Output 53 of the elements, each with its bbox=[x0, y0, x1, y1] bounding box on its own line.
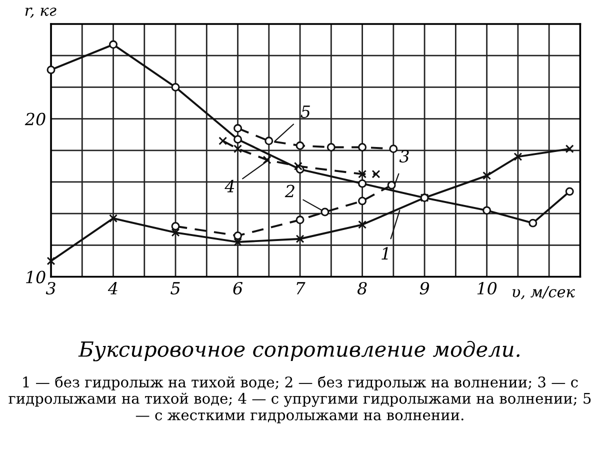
point bbox=[565, 187, 574, 196]
point bbox=[171, 82, 180, 92]
x-tick-label: 8 bbox=[357, 282, 367, 295]
point bbox=[358, 220, 367, 229]
x-tick-label: 7 bbox=[296, 282, 306, 294]
point bbox=[234, 124, 242, 133]
x-tick-label: 10 bbox=[477, 282, 497, 295]
point bbox=[294, 162, 302, 170]
y-tick-label: 20 bbox=[24, 112, 46, 126]
point bbox=[171, 228, 180, 237]
point bbox=[482, 171, 492, 180]
point bbox=[296, 216, 304, 224]
point bbox=[234, 231, 242, 240]
x-tick-label: 5 bbox=[170, 282, 180, 295]
point bbox=[46, 66, 56, 74]
point bbox=[234, 238, 242, 246]
point bbox=[320, 208, 330, 216]
point bbox=[296, 234, 304, 244]
annotation: 5 bbox=[300, 106, 310, 118]
point bbox=[372, 170, 380, 178]
point bbox=[358, 170, 367, 178]
point bbox=[109, 214, 118, 223]
text: Буксировочное сопротивление модели. bbox=[78, 340, 520, 362]
point bbox=[482, 206, 492, 215]
x-tick-label: 6 bbox=[233, 282, 243, 295]
point bbox=[264, 136, 274, 146]
point bbox=[326, 143, 336, 152]
point bbox=[514, 152, 522, 161]
point bbox=[218, 136, 228, 146]
y-axis-title: r, кг bbox=[25, 8, 56, 18]
point bbox=[389, 144, 398, 154]
point bbox=[171, 222, 180, 230]
point bbox=[46, 256, 56, 266]
point bbox=[358, 179, 367, 188]
point bbox=[358, 143, 367, 152]
x-axis-title: υ, м/сек bbox=[512, 286, 575, 300]
point bbox=[358, 196, 367, 206]
point bbox=[234, 144, 242, 154]
point bbox=[109, 40, 118, 49]
x-tick-label: 9 bbox=[420, 282, 430, 295]
annotation: 2 bbox=[284, 184, 294, 198]
point bbox=[565, 144, 574, 154]
x-tick-label: 4 bbox=[108, 282, 118, 294]
point bbox=[528, 218, 538, 228]
point bbox=[262, 156, 272, 164]
annotation: 4 bbox=[224, 180, 234, 192]
point bbox=[387, 180, 396, 190]
text: 1 — без гидролыж на тихой воде; 2 — без гидролыж на волнении; 3 — с гидролыжами на тихой воде; 4 — с упругими гидролыжами на волнении; 5 — с жесткими гидролыжами на волнении. bbox=[8, 376, 591, 424]
annotation: 3 bbox=[399, 150, 409, 163]
point bbox=[296, 141, 304, 150]
x-tick-label: 3 bbox=[46, 282, 56, 295]
annotation: 1 bbox=[382, 247, 388, 260]
point bbox=[234, 135, 242, 144]
